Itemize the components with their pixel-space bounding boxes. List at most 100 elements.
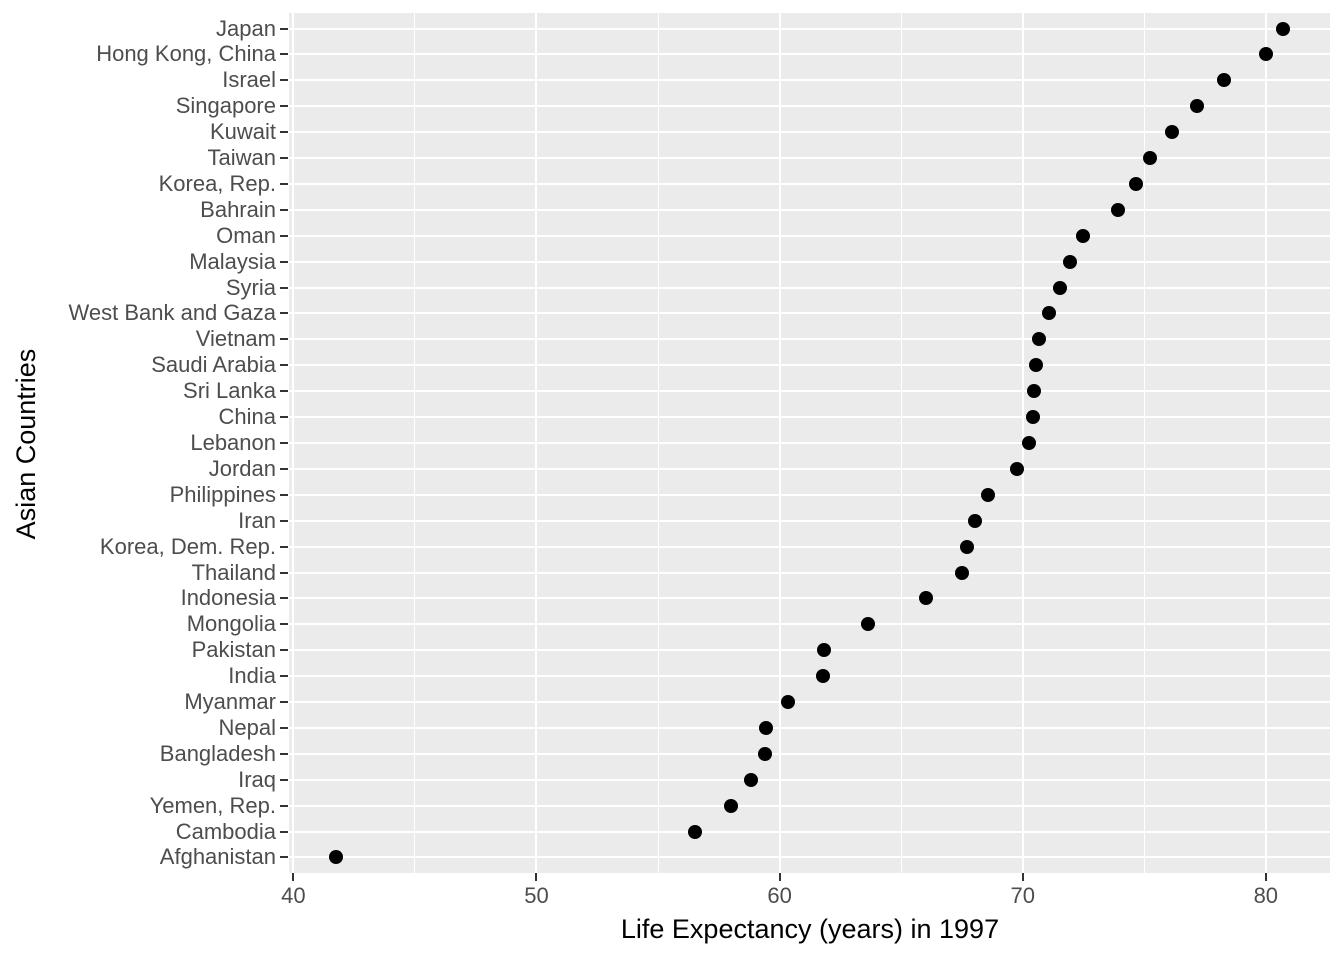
y-axis-label: Singapore [175, 93, 276, 119]
y-axis-label: Myanmar [184, 689, 276, 715]
y-axis-tick [280, 416, 288, 419]
gridline-major-horizontal [289, 364, 1330, 367]
gridline-major-horizontal [289, 752, 1330, 755]
y-axis-label: Taiwan [207, 145, 276, 171]
data-point [816, 643, 831, 658]
y-axis-tick [280, 312, 288, 315]
gridline-major-horizontal [289, 260, 1330, 263]
gridline-major-horizontal [289, 545, 1330, 548]
data-point [815, 669, 830, 684]
data-point [1022, 436, 1037, 450]
data-point [1062, 254, 1077, 269]
y-axis-tick [280, 856, 288, 859]
data-point [1216, 73, 1231, 88]
y-axis-tick [280, 260, 288, 263]
data-point [1042, 306, 1057, 321]
data-point [1143, 151, 1158, 166]
y-axis-label: Hong Kong, China [96, 41, 276, 67]
data-point [758, 746, 773, 761]
data-point [1165, 125, 1180, 140]
x-axis-tick [535, 873, 538, 881]
gridline-major-horizontal [289, 493, 1330, 496]
x-axis-tick-label: 60 [767, 883, 792, 908]
y-axis-label: Oman [216, 222, 276, 248]
data-point [329, 850, 344, 865]
data-point [743, 772, 758, 787]
plot-panel [289, 13, 1330, 873]
data-point [688, 824, 703, 839]
y-axis-tick [280, 442, 288, 444]
gridline-major-horizontal [289, 597, 1330, 600]
data-point [724, 798, 739, 813]
data-point [1026, 384, 1041, 399]
data-point [780, 695, 795, 710]
data-point [1032, 332, 1047, 347]
y-axis-tick [280, 519, 288, 522]
data-point [1076, 228, 1091, 243]
y-axis-label: Syria [225, 274, 276, 300]
x-axis-tick [1264, 873, 1267, 881]
gridline-major-horizontal [289, 856, 1330, 859]
y-axis-label: Sri Lanka [183, 378, 276, 404]
data-point [1026, 410, 1041, 425]
y-axis-label: Philippines [169, 481, 276, 507]
data-point [1189, 99, 1204, 114]
y-axis-label: Nepal [218, 714, 276, 740]
y-axis-label: China [218, 404, 276, 430]
y-axis-tick [280, 79, 288, 82]
gridline-major-horizontal [289, 442, 1330, 444]
y-axis-tick [280, 53, 288, 56]
data-point [1010, 461, 1025, 476]
y-axis-label: Bahrain [200, 196, 276, 222]
data-point [1111, 202, 1126, 217]
y-axis-tick [280, 597, 288, 600]
y-axis-label: Thailand [191, 559, 276, 585]
gridline-major-horizontal [289, 675, 1330, 678]
gridline-major-horizontal [289, 519, 1330, 522]
gridline-major-horizontal [289, 416, 1330, 419]
y-axis-tick [280, 778, 288, 781]
y-axis-label: Cambodia [175, 818, 276, 844]
gridline-major-horizontal [289, 105, 1330, 108]
data-point [758, 720, 773, 735]
y-axis-tick [280, 571, 288, 574]
data-point [860, 617, 875, 632]
gridline-major-horizontal [289, 131, 1330, 134]
y-axis-label: Korea, Dem. Rep. [99, 533, 276, 559]
gridline-major-horizontal [289, 53, 1330, 56]
y-axis-label: India [228, 663, 276, 689]
y-axis-label: Afghanistan [159, 844, 276, 870]
gridline-major-horizontal [289, 467, 1330, 470]
y-axis-tick [280, 182, 288, 185]
y-axis-tick [280, 105, 288, 108]
gridline-major-horizontal [289, 338, 1330, 341]
gridline-major-horizontal [289, 701, 1330, 704]
gridline-major-horizontal [289, 286, 1330, 289]
data-point [1028, 358, 1043, 373]
x-axis-tick [292, 873, 295, 881]
x-axis-tick-label: 50 [524, 883, 549, 908]
gridline-major-horizontal [289, 571, 1330, 574]
y-axis-label: Korea, Rep. [158, 170, 276, 196]
y-axis-tick [280, 364, 288, 367]
gridline-major-horizontal [289, 804, 1330, 807]
y-axis-tick [280, 234, 288, 237]
gridline-major-horizontal [289, 623, 1330, 626]
y-axis-label: Japan [216, 15, 276, 41]
x-axis-tick-label: 70 [1010, 883, 1035, 908]
y-axis-label: West Bank and Gaza [68, 300, 277, 326]
data-point [1128, 176, 1143, 191]
y-axis-label: Iran [238, 507, 276, 533]
y-axis-tick [280, 467, 288, 470]
y-axis-label: Lebanon [190, 430, 276, 455]
gridline-major-horizontal [289, 649, 1330, 652]
y-axis-label: Kuwait [209, 119, 276, 145]
y-axis-tick [280, 649, 288, 652]
y-axis-label: Saudi Arabia [151, 352, 276, 378]
y-axis-tick [280, 804, 288, 807]
y-axis-tick [280, 675, 288, 678]
y-axis-tick [280, 701, 288, 704]
gridline-major-horizontal [289, 234, 1330, 237]
data-point [919, 591, 934, 606]
